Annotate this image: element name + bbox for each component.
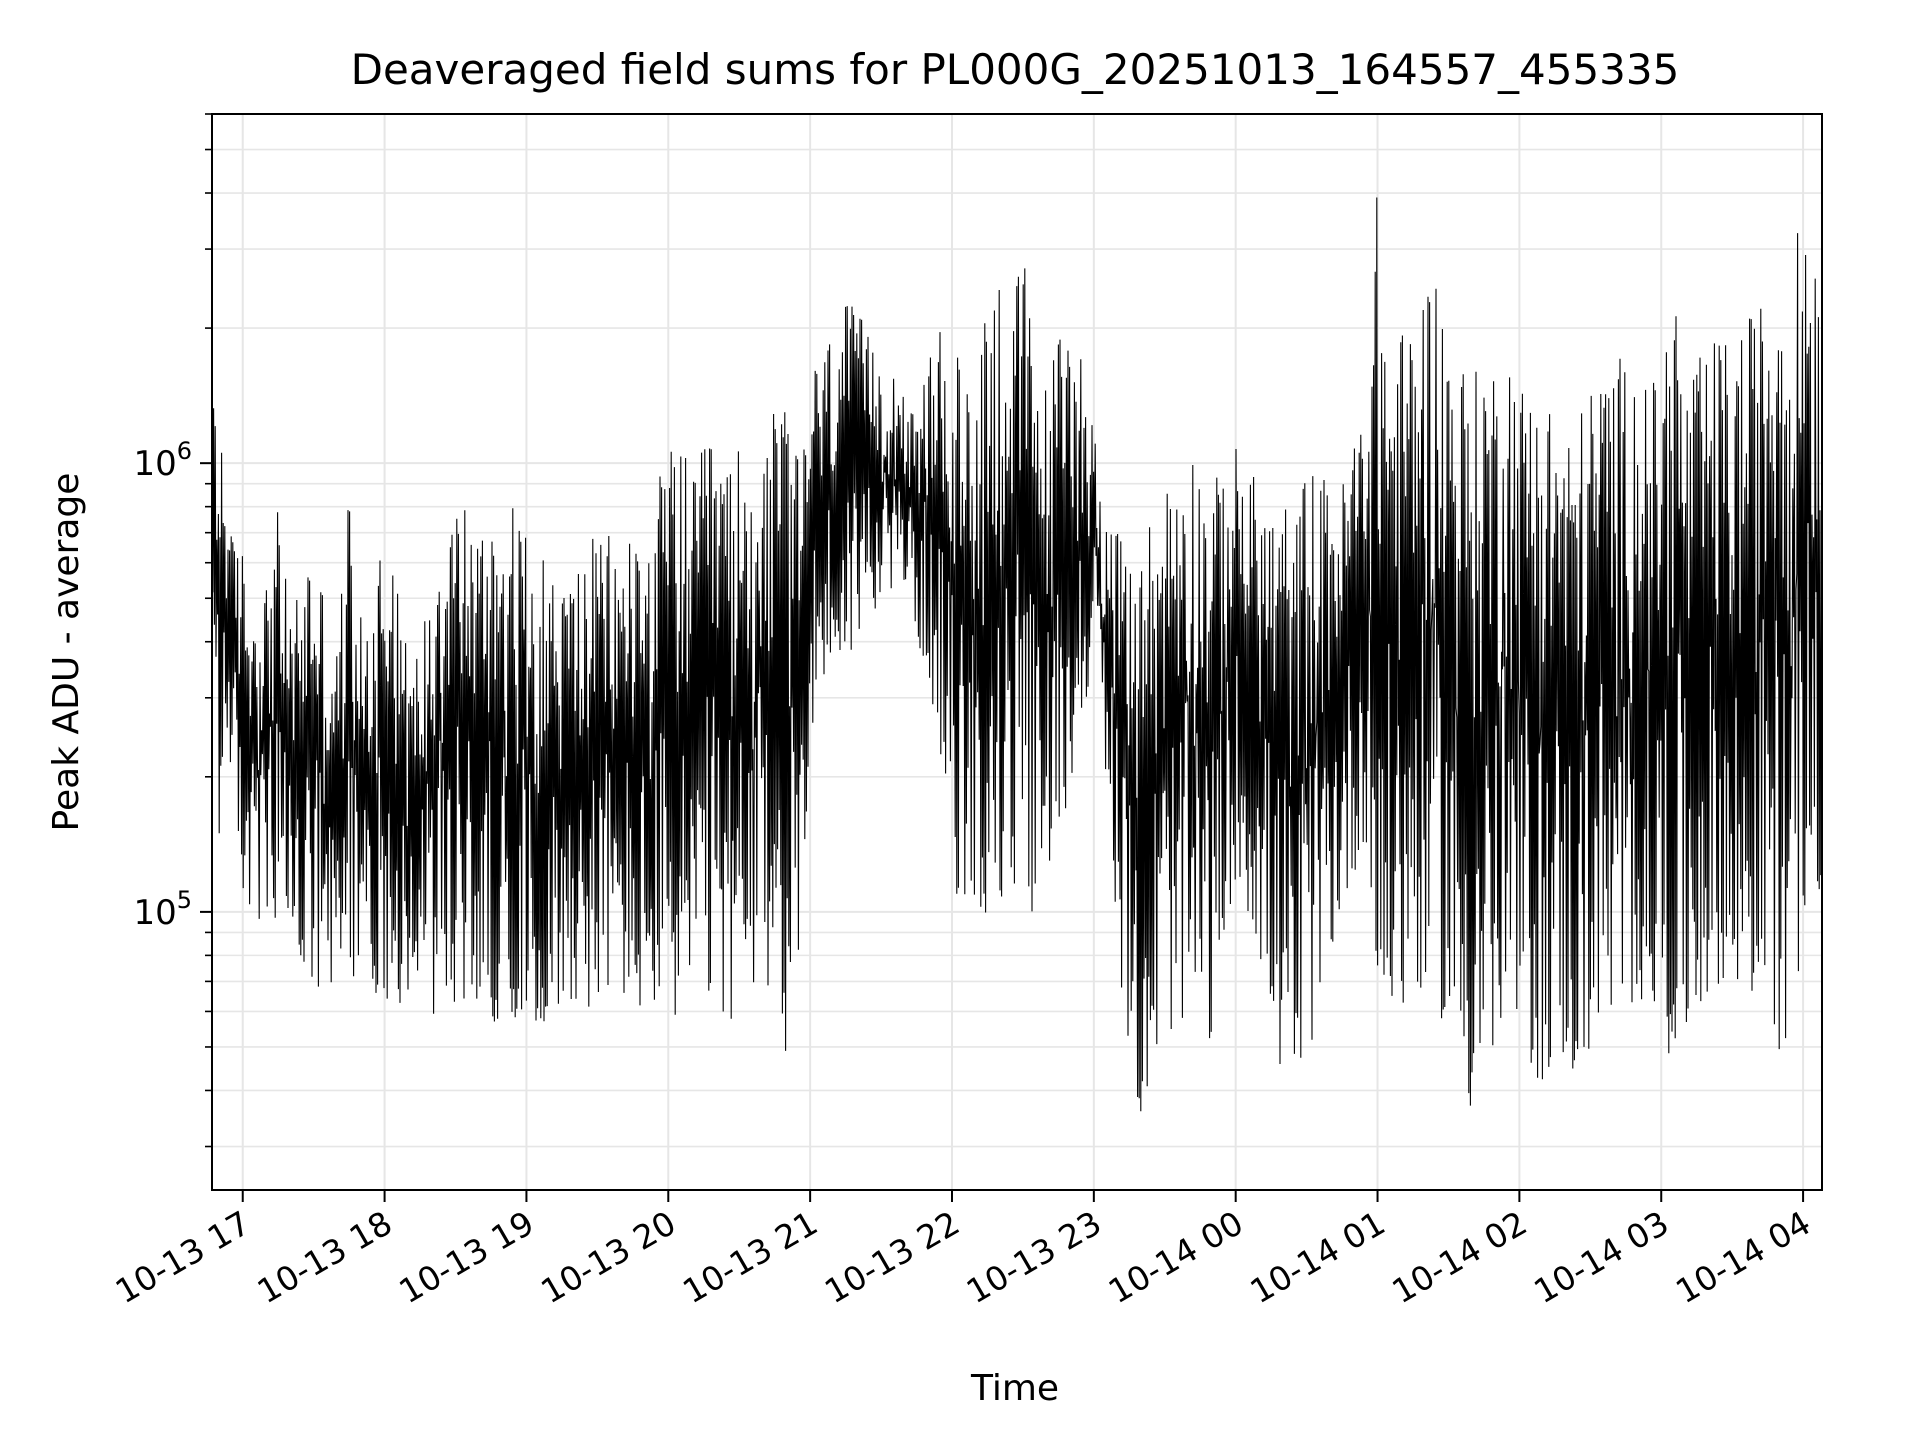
chart-title: Deaveraged field sums for PL000G_2025101… bbox=[351, 45, 1680, 94]
y-tick-label: 106 bbox=[133, 437, 192, 484]
y-axis: 105 106 bbox=[133, 113, 212, 1148]
x-axis-label: Time bbox=[970, 1368, 1059, 1409]
series-layer bbox=[211, 197, 1823, 1112]
y-axis-label: Peak ADU - average bbox=[46, 473, 87, 832]
plot-frame bbox=[211, 113, 1823, 1191]
y-tick-label: 105 bbox=[133, 886, 192, 933]
series-line bbox=[211, 197, 1823, 1112]
